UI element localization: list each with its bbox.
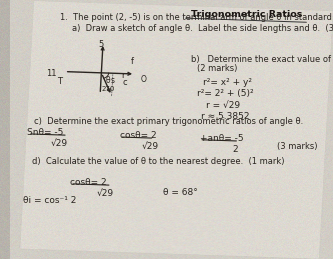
Text: c)  Determine the exact primary trigonometric ratios of angle θ.: c) Determine the exact primary trigonome… [34,117,303,126]
Text: +anθ= -5: +anθ= -5 [199,134,243,143]
Text: d)  Calculate the value of θ to the nearest degree.  (1 mark): d) Calculate the value of θ to the neare… [32,157,284,166]
Text: O: O [140,75,146,84]
Text: Snθ= -5: Snθ= -5 [27,128,63,137]
Text: θ: θ [105,76,110,85]
Text: Trigonometric Ratios: Trigonometric Ratios [191,10,302,19]
Text: r ≈ 5.3852: r ≈ 5.3852 [201,112,249,121]
Text: 11: 11 [46,69,56,78]
Text: c: c [123,78,127,87]
Text: 5: 5 [98,40,104,48]
Text: 270: 270 [102,86,115,92]
Text: cosθ= 2: cosθ= 2 [71,178,107,187]
Text: b)   Determine the exact value of r.: b) Determine the exact value of r. [191,55,333,64]
Text: r²= 2² + (5)²: r²= 2² + (5)² [197,89,254,98]
Text: a)  Draw a sketch of angle θ.  Label the side lengths and θ.  (3 marks): a) Draw a sketch of angle θ. Label the s… [73,24,333,33]
Text: 1.  The point (2, -5) is on the terminal arm of angle θ in standard position.: 1. The point (2, -5) is on the terminal … [60,13,333,22]
Text: (3 marks): (3 marks) [277,142,318,150]
Text: 2: 2 [232,145,238,154]
Text: r = √29: r = √29 [206,101,240,110]
Text: s: s [110,76,114,85]
Text: r: r [122,71,125,81]
Text: r²= x² + y²: r²= x² + y² [203,78,252,87]
Text: θi = cos⁻¹ 2: θi = cos⁻¹ 2 [23,196,76,205]
FancyBboxPatch shape [20,1,333,259]
Text: √29: √29 [97,189,114,198]
Text: f: f [131,57,134,66]
Text: cosθ= 2: cosθ= 2 [120,131,157,140]
Text: θ = 68°: θ = 68° [163,188,198,197]
Text: (2 marks): (2 marks) [197,64,237,73]
Text: √29: √29 [51,139,68,148]
Text: T: T [57,77,62,86]
Text: √29: √29 [142,142,159,151]
